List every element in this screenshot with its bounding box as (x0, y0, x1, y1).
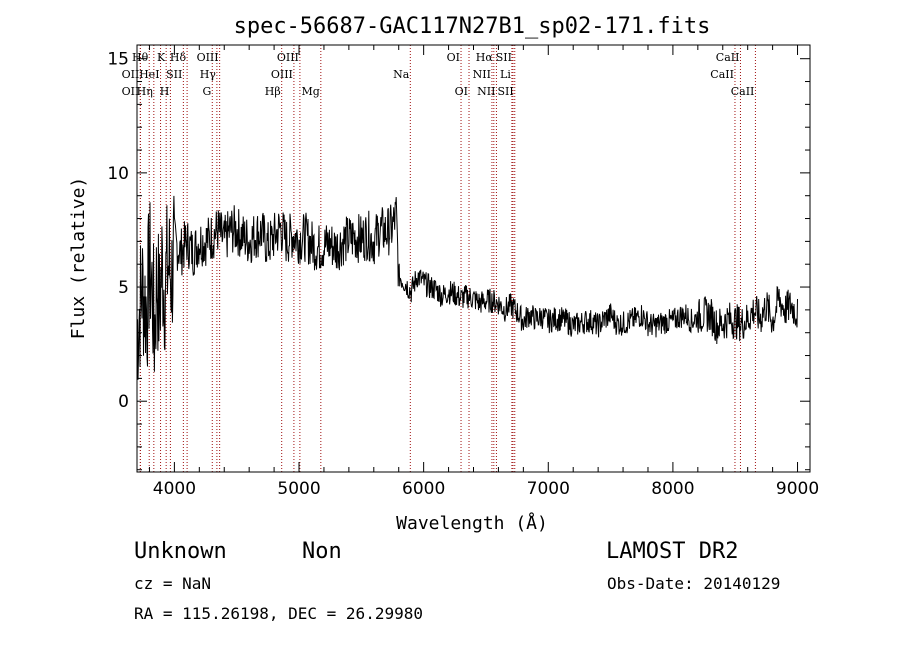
object-subclass: Non (302, 539, 342, 564)
line-label-14: OIII (271, 68, 293, 81)
line-label-6: HeI (139, 68, 159, 81)
line-label-17: OI (447, 51, 460, 64)
line-label-5: H (160, 85, 170, 98)
chart-title: spec-56687-GAC117N27B1_sp02-171.fits (234, 14, 711, 39)
x-tick-label: 6000 (402, 479, 445, 499)
survey-name: LAMOST DR2 (606, 539, 739, 564)
line-label-23: Li (500, 68, 511, 81)
line-label-10: Hγ (200, 68, 217, 81)
line-label-12: Hβ (265, 85, 281, 98)
y-tick-label: 10 (107, 164, 129, 184)
x-tick-label: 5000 (277, 479, 320, 499)
line-label-11: G (202, 85, 211, 98)
spectrum-line (136, 195, 798, 380)
y-tick-label: 15 (107, 50, 129, 70)
line-label-24: SII (498, 85, 514, 98)
x-tick-label: 4000 (153, 479, 196, 499)
y-tick-label: 0 (118, 392, 129, 412)
line-label-9: OIII (197, 51, 219, 64)
y-axis: 0 5 10 15 (107, 50, 810, 471)
x-axis-label: Wavelength (Å) (396, 512, 548, 534)
y-tick-label: 5 (118, 278, 129, 298)
line-label-21: NII (477, 85, 495, 98)
line-label-25: CaII (716, 51, 740, 64)
emission-line-markers (139, 45, 756, 472)
line-label-27: CaII (731, 85, 755, 98)
object-class: Unknown (134, 539, 227, 564)
line-label-22: SII (496, 51, 512, 64)
line-label-2: OII (122, 85, 140, 98)
line-label-13: OIII (277, 51, 299, 64)
x-axis: 4000 5000 6000 7000 8000 9000 (148, 45, 819, 499)
redshift-cz: cz = NaN (134, 574, 212, 593)
line-label-16: Na (393, 68, 410, 81)
x-tick-label: 7000 (527, 479, 570, 499)
x-tick-label: 8000 (651, 479, 694, 499)
line-label-0: OII (122, 68, 140, 81)
line-label-15: Mg (302, 85, 320, 98)
line-label-1: Hθ (132, 51, 149, 64)
x-tick-label: 9000 (776, 479, 819, 499)
line-label-26: CaII (710, 68, 734, 81)
line-label-20: NII (473, 68, 491, 81)
obs-date: Obs-Date: 20140129 (607, 574, 781, 593)
line-label-18: OI (455, 85, 468, 98)
line-label-8: Hδ (170, 51, 187, 64)
y-axis-label: Flux (relative) (68, 177, 89, 340)
line-label-4: K (157, 51, 166, 64)
line-label-19: Hα (476, 51, 494, 64)
coordinates: RA = 115.26198, DEC = 26.29980 (134, 604, 423, 623)
line-label-7: SII (166, 68, 182, 81)
line-label-3: Hη (137, 85, 153, 98)
plot-frame (136, 44, 811, 473)
